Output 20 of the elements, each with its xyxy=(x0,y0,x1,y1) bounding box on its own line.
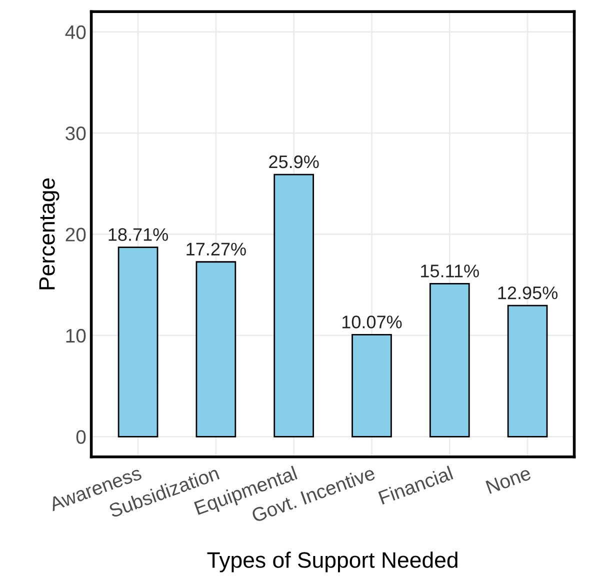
data-label: 17.27% xyxy=(186,242,246,256)
y-axis-title: Percentage xyxy=(39,178,60,290)
y-tick-label: 10 xyxy=(66,328,86,343)
data-label: 15.11% xyxy=(421,264,479,278)
x-tick-label: None xyxy=(486,466,532,494)
y-tick-label: 40 xyxy=(65,25,86,40)
x-axis-title: Types of Support Needed xyxy=(207,552,458,572)
y-tick-label: 20 xyxy=(66,228,86,242)
bar xyxy=(352,334,392,438)
y-tick-label: 0 xyxy=(76,430,86,444)
data-label: 12.95% xyxy=(498,286,558,300)
y-tick-label: 30 xyxy=(66,126,86,140)
bar xyxy=(196,261,236,438)
bar xyxy=(118,246,158,438)
data-label: 10.07% xyxy=(342,316,402,328)
bar xyxy=(507,304,548,438)
data-label: 18.71% xyxy=(108,228,168,241)
data-label: 25.9% xyxy=(269,155,319,168)
bar xyxy=(429,283,470,438)
bar xyxy=(274,174,314,438)
